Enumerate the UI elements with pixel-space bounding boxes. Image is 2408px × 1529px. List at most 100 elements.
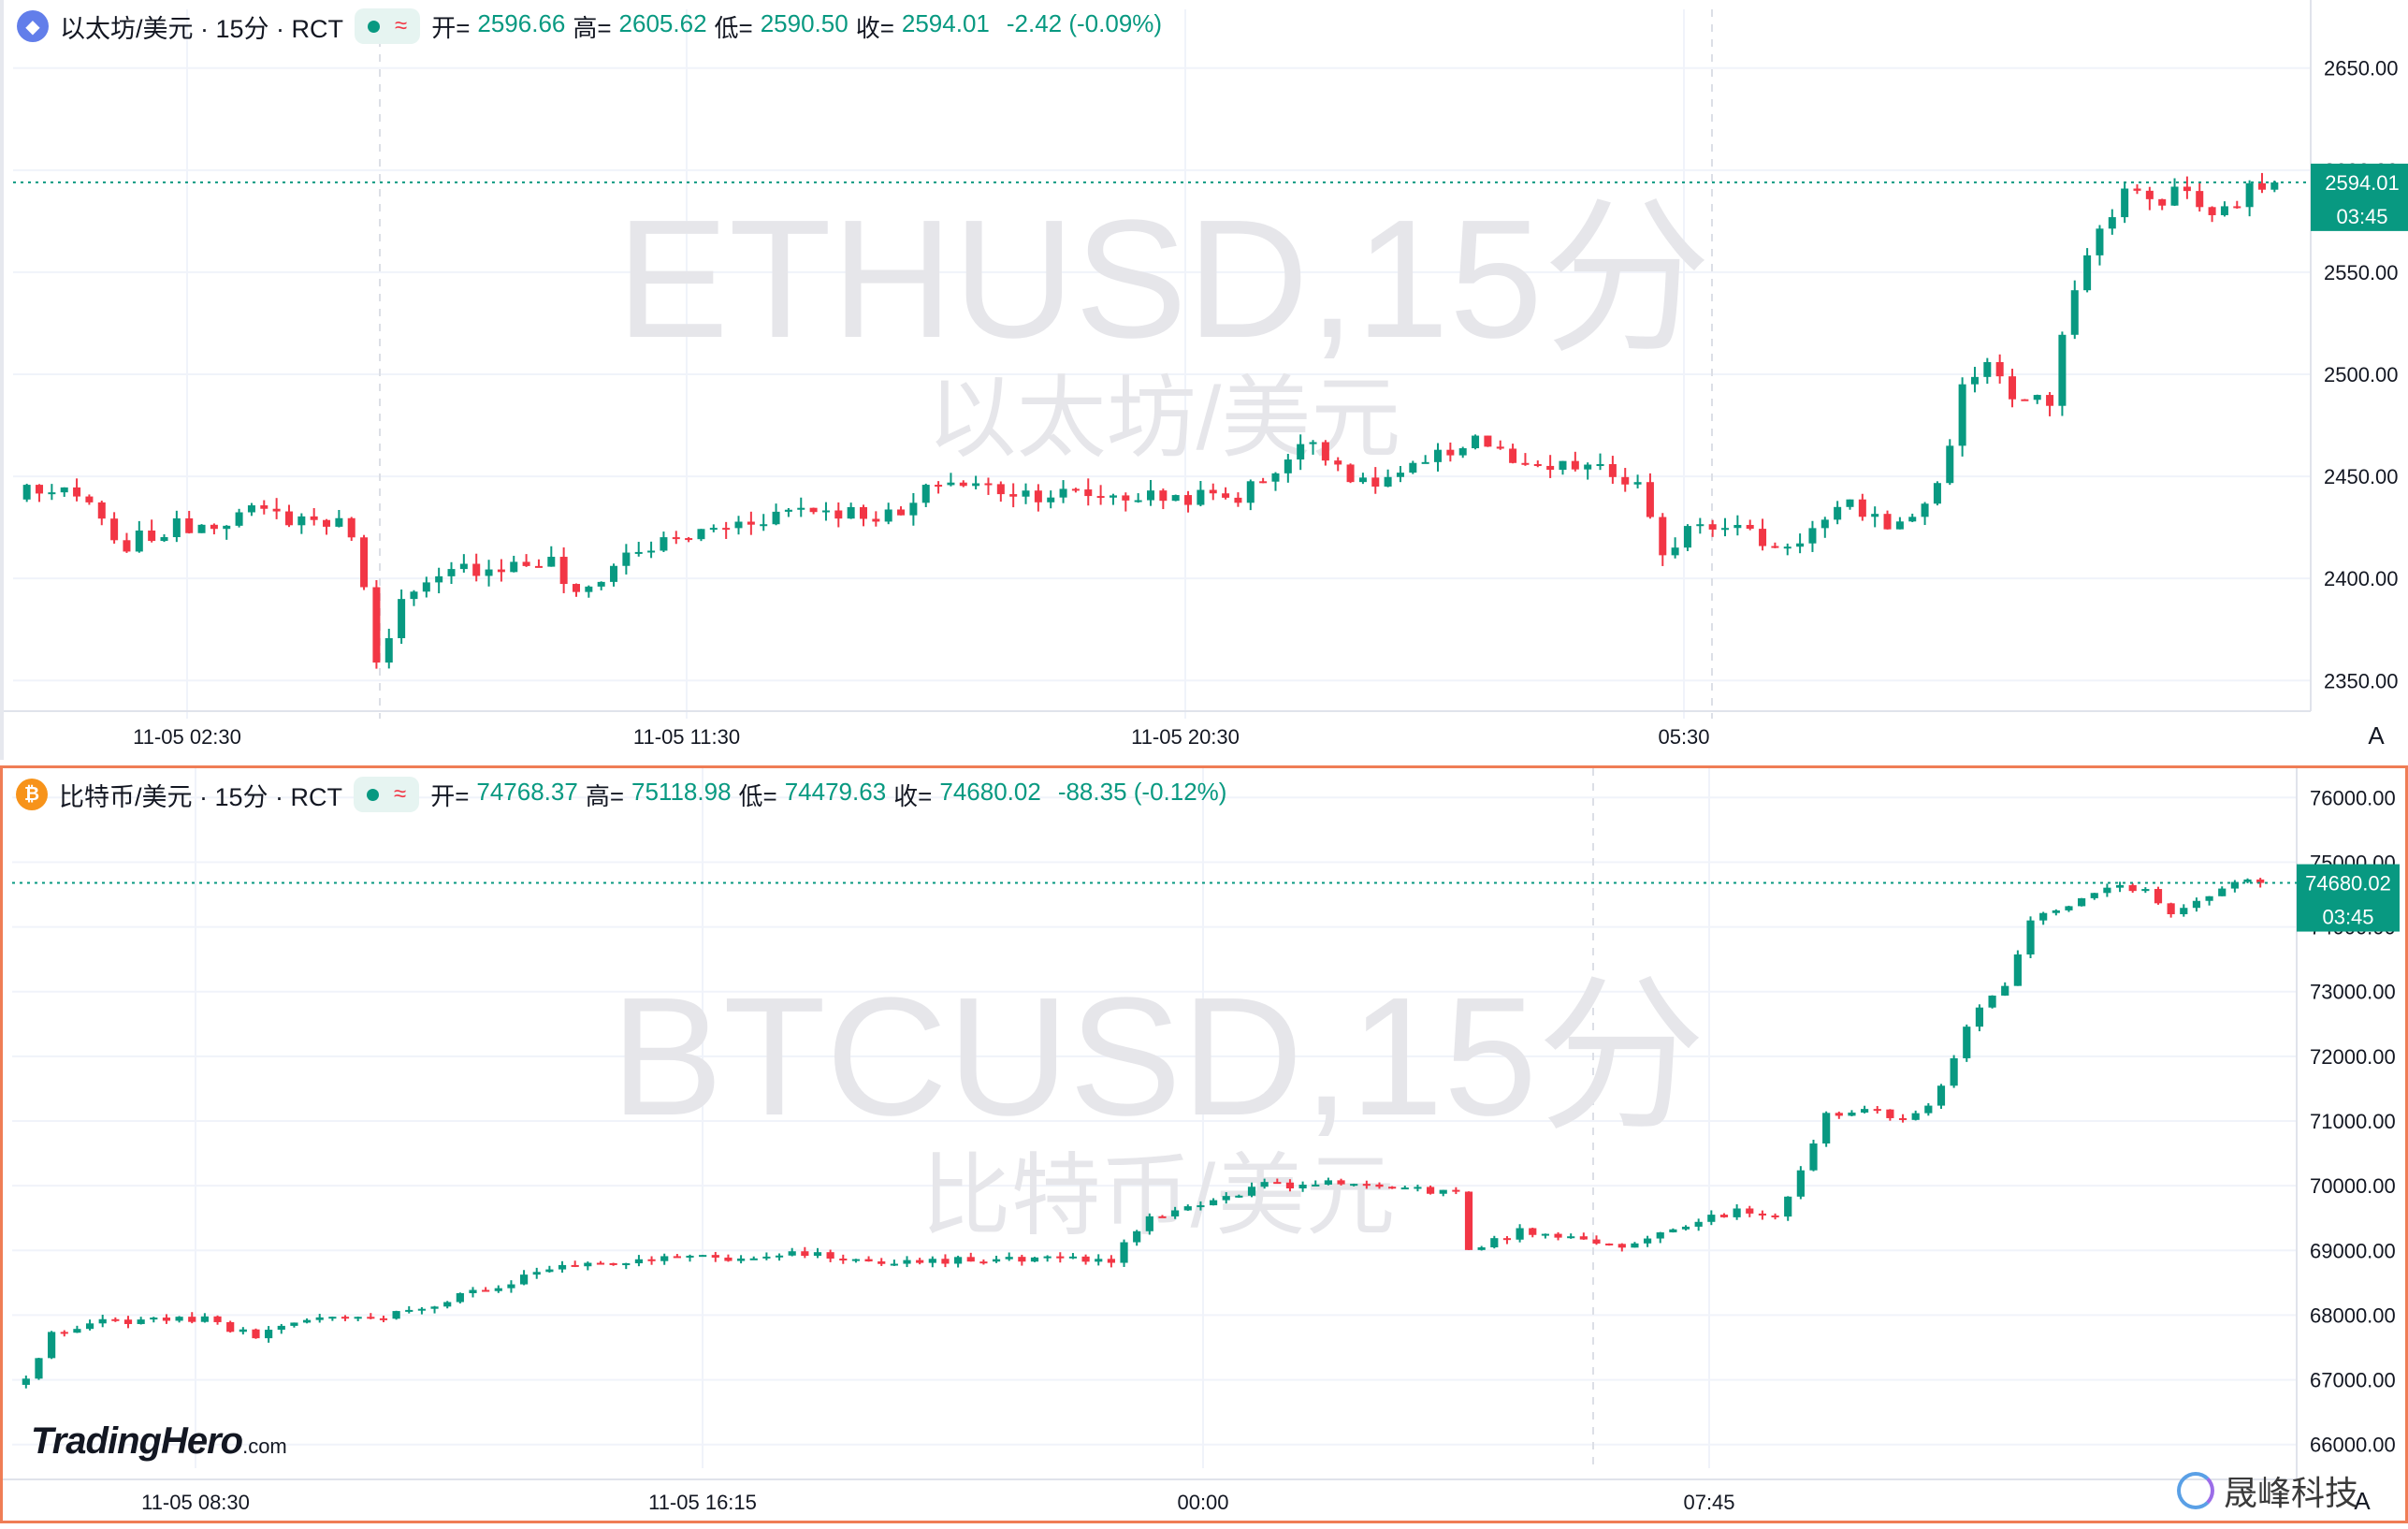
candle-body[interactable] <box>697 529 705 540</box>
candle-body[interactable] <box>864 1259 873 1262</box>
candle-body[interactable] <box>1822 1113 1831 1144</box>
candle-body[interactable] <box>1246 481 1255 503</box>
candle-body[interactable] <box>235 512 243 526</box>
candle-body[interactable] <box>1426 1187 1435 1194</box>
candle-body[interactable] <box>1056 1256 1065 1259</box>
candle-body[interactable] <box>379 1318 388 1320</box>
candle-body[interactable] <box>1018 1257 1026 1262</box>
candle-body[interactable] <box>762 1256 771 1259</box>
candle-body[interactable] <box>809 507 818 513</box>
candle-body[interactable] <box>1567 1236 1575 1239</box>
candle-body[interactable] <box>966 1257 975 1262</box>
candle-body[interactable] <box>890 1263 898 1266</box>
candle-body[interactable] <box>749 1258 758 1260</box>
candle-body[interactable] <box>1617 1244 1626 1248</box>
candle-body[interactable] <box>1350 1184 1358 1187</box>
candle-body[interactable] <box>323 519 331 527</box>
candle-body[interactable] <box>185 517 194 533</box>
candle-body[interactable] <box>310 516 318 520</box>
candle-body[interactable] <box>1605 1243 1614 1245</box>
candle-body[interactable] <box>935 485 943 488</box>
candle-body[interactable] <box>405 1309 413 1312</box>
candle-body[interactable] <box>1159 490 1168 502</box>
candle-body[interactable] <box>1681 1226 1690 1230</box>
candle-body[interactable] <box>558 1264 567 1270</box>
candle-body[interactable] <box>1746 1208 1754 1214</box>
candle-body[interactable] <box>1659 517 1667 556</box>
candle-body[interactable] <box>2218 888 2227 896</box>
candle-body[interactable] <box>2196 191 2204 208</box>
candle-body[interactable] <box>1646 482 1654 517</box>
candle-body[interactable] <box>347 517 355 538</box>
candle-body[interactable] <box>1995 361 2004 377</box>
candle-body[interactable] <box>2233 206 2241 209</box>
candle-body[interactable] <box>1771 546 1779 548</box>
candle-body[interactable] <box>2220 206 2228 215</box>
candle-body[interactable] <box>1509 448 1517 463</box>
candle-body[interactable] <box>398 599 406 639</box>
candle-body[interactable] <box>1284 459 1292 473</box>
candle-body[interactable] <box>367 1317 375 1319</box>
candle-body[interactable] <box>482 1289 490 1292</box>
candle-body[interactable] <box>2205 896 2213 901</box>
candle-body[interactable] <box>48 1332 56 1359</box>
candle-body[interactable] <box>1983 361 1992 377</box>
candle-body[interactable] <box>1273 1182 1282 1185</box>
candle-body[interactable] <box>772 511 780 525</box>
candle-body[interactable] <box>847 506 855 519</box>
candle-body[interactable] <box>1084 489 1093 497</box>
candle-body[interactable] <box>699 1255 707 1258</box>
candle-body[interactable] <box>1516 1228 1524 1240</box>
candle-body[interactable] <box>572 584 580 592</box>
candle-body[interactable] <box>1759 529 1767 546</box>
candle-body[interactable] <box>2083 255 2092 291</box>
candle-body[interactable] <box>510 561 518 573</box>
candle-body[interactable] <box>1796 1170 1805 1197</box>
candle-body[interactable] <box>1758 1213 1767 1216</box>
candle-body[interactable] <box>1643 1238 1652 1244</box>
candle-body[interactable] <box>459 563 468 570</box>
candle-body[interactable] <box>2070 290 2079 335</box>
candle-body[interactable] <box>85 496 94 502</box>
candle-body[interactable] <box>1312 1184 1320 1187</box>
candle-body[interactable] <box>1579 1236 1588 1240</box>
candle-body[interactable] <box>1095 1259 1103 1262</box>
candle-body[interactable] <box>410 591 418 600</box>
candle-body[interactable] <box>634 551 643 554</box>
candle-body[interactable] <box>226 1321 235 1332</box>
candle-body[interactable] <box>737 1258 746 1261</box>
candle-body[interactable] <box>972 483 980 487</box>
candle-body[interactable] <box>1924 1105 1933 1114</box>
candle-body[interactable] <box>265 1330 273 1339</box>
candle-body[interactable] <box>1022 490 1030 497</box>
candle-body[interactable] <box>213 1316 222 1322</box>
candle-body[interactable] <box>685 538 693 541</box>
candle-body[interactable] <box>2090 893 2098 898</box>
candle-body[interactable] <box>384 638 393 663</box>
candle-body[interactable] <box>1937 1085 1946 1106</box>
candle-body[interactable] <box>223 525 231 530</box>
candle-body[interactable] <box>335 517 343 527</box>
candle-body[interactable] <box>354 1317 362 1319</box>
candle-body[interactable] <box>1683 526 1691 548</box>
candle-body[interactable] <box>1975 1007 1984 1027</box>
candle-body[interactable] <box>260 505 268 509</box>
candle-body[interactable] <box>469 1289 477 1294</box>
candle-body[interactable] <box>1096 496 1105 499</box>
candle-body[interactable] <box>941 1259 950 1264</box>
candle-body[interactable] <box>559 557 568 585</box>
candle-body[interactable] <box>2245 182 2254 208</box>
candle-body[interactable] <box>673 1256 681 1259</box>
candle-body[interactable] <box>1950 1057 1958 1086</box>
candle-body[interactable] <box>1197 489 1205 505</box>
candle-body[interactable] <box>2065 906 2073 910</box>
candle-body[interactable] <box>417 1308 426 1311</box>
candle-body[interactable] <box>722 528 731 531</box>
candle-body[interactable] <box>2230 881 2239 889</box>
candle-body[interactable] <box>2058 334 2067 406</box>
eth-symbol-title[interactable]: 以太坊/美元 · 15分 · RCT <box>60 14 344 43</box>
candle-body[interactable] <box>315 1317 324 1320</box>
candle-body[interactable] <box>647 550 656 553</box>
candle-body[interactable] <box>1886 1109 1894 1118</box>
candle-body[interactable] <box>584 1262 592 1267</box>
